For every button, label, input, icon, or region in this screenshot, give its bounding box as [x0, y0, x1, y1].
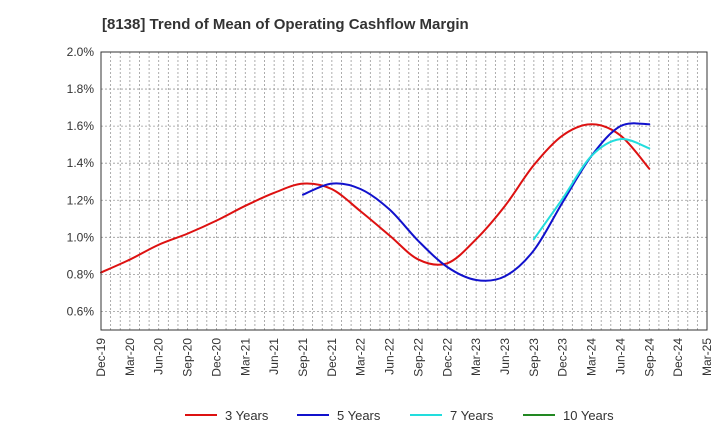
y-tick-label: 0.6%	[67, 304, 95, 318]
legend-label-5-years: 5 Years	[337, 408, 381, 423]
x-tick-label: Mar-24	[585, 338, 599, 376]
y-tick-label: 1.0%	[67, 230, 95, 244]
legend: 3 Years 5 Years 7 Years 10 Years	[185, 408, 614, 423]
x-tick-label: Mar-21	[238, 338, 252, 376]
x-tick-label: Dec-19	[94, 338, 108, 377]
legend-label-10-years: 10 Years	[563, 408, 614, 423]
x-tick-label: Dec-20	[209, 338, 223, 377]
x-tick-label: Mar-22	[354, 338, 368, 376]
legend-label-7-years: 7 Years	[450, 408, 494, 423]
x-tick-label: Sep-22	[411, 338, 425, 377]
x-tick-label: Dec-24	[671, 338, 685, 377]
series-line-3-years	[100, 123, 651, 274]
x-tick-label: Sep-21	[296, 338, 310, 377]
x-tick-label: Mar-25	[700, 338, 714, 376]
x-tick-label: Mar-20	[123, 338, 137, 376]
x-tick-label: Mar-23	[469, 338, 483, 376]
x-tick-label: Jun-20	[152, 338, 166, 375]
y-tick-label: 2.0%	[67, 45, 95, 59]
x-tick-label: Jun-21	[267, 338, 281, 375]
plot-border	[100, 51, 708, 331]
x-tick-label: Sep-20	[181, 338, 195, 377]
x-tick-label: Dec-21	[325, 338, 339, 377]
y-tick-label: 1.8%	[67, 82, 95, 96]
x-tick-label: Jun-23	[498, 338, 512, 375]
x-tick-label: Jun-22	[383, 338, 397, 375]
legend-label-3-years: 3 Years	[225, 408, 269, 423]
x-tick-label: Jun-24	[613, 338, 627, 375]
chart-title: [8138] Trend of Mean of Operating Cashfl…	[102, 16, 469, 33]
series-line-7-years	[532, 138, 651, 241]
x-tick-label: Sep-23	[527, 338, 541, 377]
x-tick-label: Dec-23	[556, 338, 570, 377]
x-tick-label: Dec-22	[440, 338, 454, 377]
y-tick-label: 1.4%	[67, 156, 95, 170]
axes: 2.0% 1.8% 1.6% 1.4% 1.2% 1.0% 0.8% 0.6% Dec-19 Ma…	[67, 45, 714, 377]
y-tick-label: 1.6%	[67, 119, 95, 133]
grid	[101, 51, 707, 330]
x-tick-label: Sep-24	[642, 338, 656, 377]
y-tick-label: 0.8%	[67, 267, 95, 281]
y-tick-label: 1.2%	[67, 193, 95, 207]
series-lines	[100, 122, 651, 282]
